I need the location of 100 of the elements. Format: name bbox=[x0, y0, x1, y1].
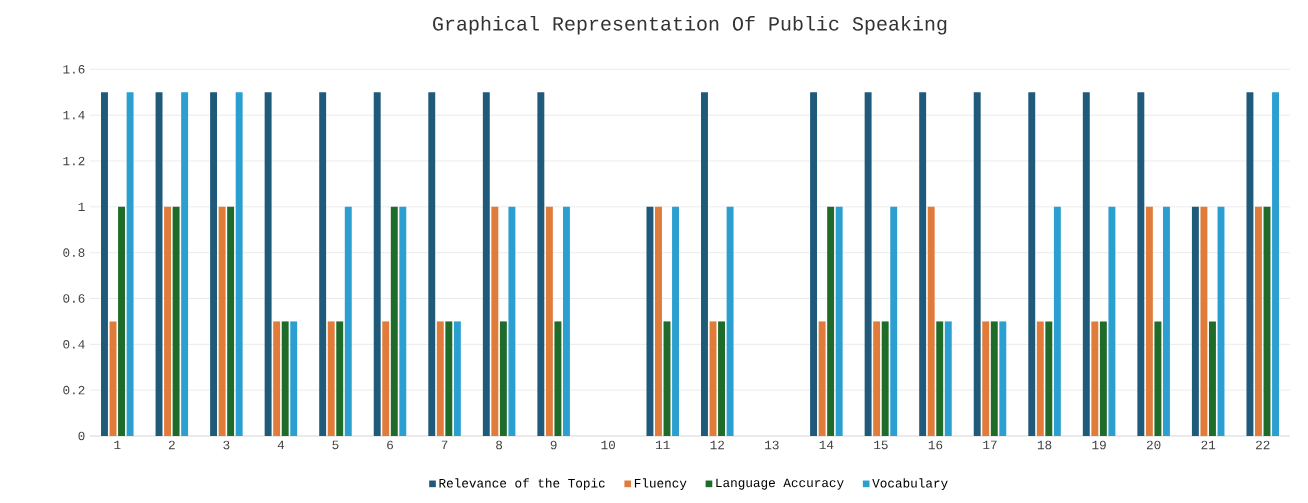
bar bbox=[1028, 92, 1036, 437]
bar bbox=[537, 92, 545, 437]
bar bbox=[235, 92, 243, 437]
x-tick-label: 11 bbox=[656, 440, 670, 450]
y-tick-label: 1.6 bbox=[63, 65, 85, 74]
bar bbox=[1045, 321, 1053, 437]
bar bbox=[1191, 206, 1199, 437]
x-tick-label: 1 bbox=[114, 440, 121, 450]
x-tick-label: 8 bbox=[496, 440, 503, 450]
x-tick-label: 19 bbox=[1092, 440, 1106, 450]
bar bbox=[181, 92, 189, 437]
bar bbox=[873, 321, 881, 437]
x-tick-label: 20 bbox=[1146, 440, 1161, 450]
bar bbox=[445, 321, 453, 437]
bar bbox=[818, 321, 826, 437]
bar bbox=[390, 206, 398, 437]
bar bbox=[1154, 321, 1162, 437]
bar bbox=[290, 321, 298, 437]
x-tick-label: 15 bbox=[874, 440, 888, 450]
x-tick-label: 12 bbox=[710, 440, 724, 450]
legend-label: Language Accuracy bbox=[716, 478, 844, 490]
y-tick-label: 0.8 bbox=[63, 248, 85, 258]
bar bbox=[646, 206, 654, 437]
bar bbox=[1255, 206, 1262, 437]
x-tick-label: 5 bbox=[332, 440, 339, 450]
x-tick-label: 3 bbox=[223, 440, 230, 450]
bar bbox=[101, 92, 108, 437]
bar bbox=[218, 206, 226, 437]
bar bbox=[436, 321, 444, 437]
bar bbox=[1036, 321, 1044, 437]
y-tick-label: 0.2 bbox=[63, 386, 85, 395]
bar bbox=[1099, 321, 1107, 437]
bar bbox=[655, 206, 662, 437]
legend-label: Relevance of the Topic bbox=[439, 478, 605, 491]
x-tick-label: 14 bbox=[819, 440, 834, 450]
bar bbox=[999, 321, 1007, 437]
bar bbox=[508, 206, 516, 437]
x-tick-label: 16 bbox=[928, 440, 943, 450]
bar bbox=[1246, 92, 1254, 437]
y-tick-label: 0.6 bbox=[63, 294, 85, 303]
x-tick-label: 2 bbox=[168, 440, 175, 450]
bar bbox=[1272, 92, 1279, 437]
bar bbox=[944, 321, 952, 437]
x-tick-label: 10 bbox=[601, 440, 616, 450]
y-tick-label: 1.4 bbox=[63, 111, 85, 120]
chart-title: Graphical Representation Of Public Speaking bbox=[433, 16, 947, 35]
bar bbox=[726, 206, 734, 437]
x-tick-label: 7 bbox=[441, 440, 448, 450]
bar bbox=[1091, 321, 1099, 437]
bar bbox=[1208, 321, 1216, 437]
bar bbox=[562, 206, 570, 437]
bar bbox=[835, 206, 843, 437]
y-tick-label: 0.4 bbox=[63, 340, 85, 349]
bar bbox=[1137, 92, 1145, 437]
bar bbox=[482, 92, 490, 437]
bar bbox=[273, 321, 281, 437]
bar bbox=[890, 206, 898, 437]
bar bbox=[982, 321, 990, 437]
x-tick-label: 22 bbox=[1256, 440, 1270, 450]
y-tick-label: 0 bbox=[78, 431, 85, 441]
bar bbox=[373, 92, 381, 437]
y-tick-label: 1 bbox=[78, 202, 85, 212]
x-tick-label: 4 bbox=[277, 440, 285, 450]
y-tick-label: 1.2 bbox=[63, 156, 85, 166]
legend-label: Fluency bbox=[634, 478, 687, 491]
bar bbox=[810, 92, 818, 437]
bar bbox=[864, 92, 872, 437]
bar bbox=[990, 321, 998, 437]
bar bbox=[327, 321, 335, 437]
bar bbox=[164, 206, 172, 437]
bar bbox=[1053, 206, 1061, 437]
bar bbox=[453, 321, 461, 437]
bar bbox=[344, 206, 352, 437]
bar bbox=[701, 92, 708, 437]
bar bbox=[491, 206, 499, 437]
bar bbox=[881, 321, 889, 437]
bar bbox=[718, 321, 726, 437]
bar bbox=[210, 92, 218, 437]
bar bbox=[919, 92, 927, 437]
bar bbox=[281, 321, 289, 437]
bar bbox=[399, 206, 407, 437]
bar bbox=[1108, 206, 1116, 437]
bar bbox=[264, 92, 272, 437]
bar bbox=[1082, 92, 1090, 437]
bar bbox=[118, 206, 126, 437]
bar bbox=[172, 206, 180, 437]
bar bbox=[927, 206, 935, 437]
bar bbox=[973, 92, 981, 437]
bar bbox=[227, 206, 235, 437]
bar bbox=[554, 321, 562, 437]
bar bbox=[936, 321, 944, 437]
bar bbox=[499, 321, 507, 437]
x-tick-label: 6 bbox=[387, 440, 393, 450]
x-tick-label: 17 bbox=[983, 440, 997, 450]
x-tick-label: 13 bbox=[765, 440, 779, 450]
x-tick-label: 9 bbox=[550, 440, 557, 450]
bar bbox=[1145, 206, 1153, 437]
bar bbox=[1162, 206, 1170, 437]
bar bbox=[319, 92, 327, 437]
bar bbox=[428, 92, 436, 437]
